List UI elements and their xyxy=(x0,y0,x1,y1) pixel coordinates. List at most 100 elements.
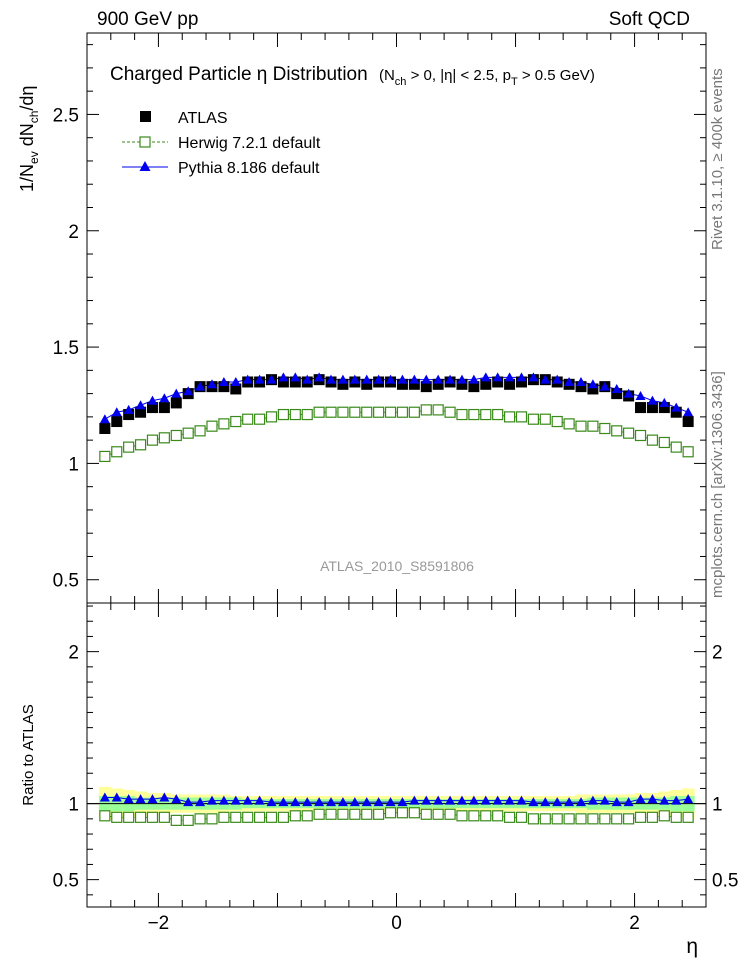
herwig-point xyxy=(551,415,563,428)
pythia-point xyxy=(528,372,539,382)
pythia-point xyxy=(587,379,598,389)
atlas-point xyxy=(396,378,408,390)
herwig-point xyxy=(277,408,290,421)
herwig-point xyxy=(599,422,611,435)
ratio-pythia-point xyxy=(433,795,444,805)
category-label: Soft QCD xyxy=(609,9,690,30)
ratio-pythia-point xyxy=(183,797,194,807)
legend-marker-atlas xyxy=(140,111,151,122)
atlas-point xyxy=(170,397,182,409)
ratio-herwig-point xyxy=(325,808,337,820)
pythia-point xyxy=(433,374,444,384)
legend-entry-atlas: ATLAS xyxy=(140,110,228,127)
ratio-pythia-point xyxy=(671,795,682,805)
herwig-point xyxy=(456,408,468,421)
ratio-herwig-point xyxy=(123,811,135,823)
x-axis-label: η xyxy=(686,935,698,958)
herwig-point xyxy=(658,436,670,449)
herwig-point xyxy=(158,432,170,444)
ratio-herwig-point xyxy=(313,808,325,820)
ratio-pythia-point xyxy=(314,797,325,807)
atlas-point xyxy=(277,376,289,388)
legend-entry-pythia: Pythia 8.186 default xyxy=(122,160,320,177)
main-series xyxy=(99,372,694,463)
pythia-point xyxy=(361,374,372,384)
chart-title: Charged Particle η Distribution (Nch > 0… xyxy=(110,64,595,88)
ratio-pythia-point xyxy=(135,794,146,804)
ratio-herwig-point xyxy=(563,813,575,825)
legend-label-pythia: Pythia 8.186 default xyxy=(178,160,320,177)
herwig-point xyxy=(146,434,159,446)
ratio-pythia-point xyxy=(302,797,313,807)
herwig-point xyxy=(384,406,397,418)
herwig-point xyxy=(503,411,516,423)
ratio-pythia-point xyxy=(278,797,289,807)
ratio-herwig-point xyxy=(611,813,623,825)
atlas-point xyxy=(289,376,301,388)
herwig-point xyxy=(444,406,456,418)
xtick-label: −2 xyxy=(148,913,170,934)
ratio-pythia-point xyxy=(599,795,610,805)
herwig-point xyxy=(254,413,266,425)
ratio-pythia-point xyxy=(218,795,229,805)
pythia-point xyxy=(683,407,694,417)
herwig-point xyxy=(230,415,242,428)
ratio-pythia-point xyxy=(659,795,670,805)
herwig-point xyxy=(373,406,385,418)
ratio-ylabel: Ratio to ATLAS xyxy=(20,704,37,805)
ratio-herwig-point xyxy=(254,811,266,823)
atlas-point xyxy=(218,381,230,393)
atlas-point xyxy=(646,402,658,414)
pythia-point xyxy=(159,393,170,403)
ratio-pythia-point xyxy=(587,795,598,805)
atlas-point xyxy=(658,402,670,414)
herwig-point xyxy=(99,450,111,463)
atlas-point xyxy=(146,402,158,414)
herwig-point xyxy=(634,429,647,442)
herwig-point xyxy=(182,427,194,439)
herwig-point xyxy=(515,411,528,423)
ratio-herwig-point xyxy=(480,810,492,822)
herwig-point xyxy=(420,404,432,416)
herwig-point xyxy=(134,439,147,451)
legend-entry-herwig: Herwig 7.2.1 default xyxy=(122,135,321,152)
pythia-point xyxy=(671,402,682,412)
ratio-herwig-point xyxy=(456,810,468,822)
ratio-herwig-point xyxy=(468,810,480,822)
atlas-point xyxy=(492,376,504,388)
main-ylabel: 1/Nev dNch/dη xyxy=(17,86,41,192)
pythia-point xyxy=(480,372,491,382)
pythia-point xyxy=(456,374,467,384)
ratio-herwig-point xyxy=(396,807,409,819)
ratio-pythia-point xyxy=(385,797,396,807)
herwig-point xyxy=(527,413,539,425)
ratio-pythia-point xyxy=(123,794,134,804)
pythia-point xyxy=(385,374,396,384)
atlas-point xyxy=(420,381,432,393)
ratio-herwig-point xyxy=(206,813,218,825)
ratio-pythia-point xyxy=(504,795,515,805)
herwig-point xyxy=(587,420,599,432)
title-cond-mid: > 0, |η| < 2.5, p xyxy=(406,67,511,84)
main-ytick-label: 0.5 xyxy=(53,571,79,592)
ratio-herwig-point xyxy=(230,811,242,823)
herwig-point xyxy=(563,418,575,430)
ratio-pythia-point xyxy=(516,795,527,805)
atlas-point xyxy=(682,416,694,428)
herwig-point xyxy=(218,418,230,430)
herwig-point xyxy=(682,446,694,458)
herwig-point xyxy=(468,408,480,421)
ratio-pythia-point xyxy=(242,795,253,805)
legend: ATLAS Herwig 7.2.1 default Pythia 8.186 … xyxy=(122,110,321,177)
atlas-point xyxy=(611,388,623,400)
ratio-herwig-point xyxy=(242,811,254,823)
ratio-pythia-point xyxy=(111,792,122,802)
pythia-point xyxy=(278,372,289,382)
ratio-pythia-point xyxy=(576,797,587,807)
ratio-pythia-point xyxy=(254,795,265,805)
title-cond-sub1: ch xyxy=(395,76,407,88)
pythia-point xyxy=(290,372,301,382)
ratio-pythia-point xyxy=(421,795,432,805)
atlas-point xyxy=(575,381,587,393)
ratio-pythia-point xyxy=(540,797,551,807)
